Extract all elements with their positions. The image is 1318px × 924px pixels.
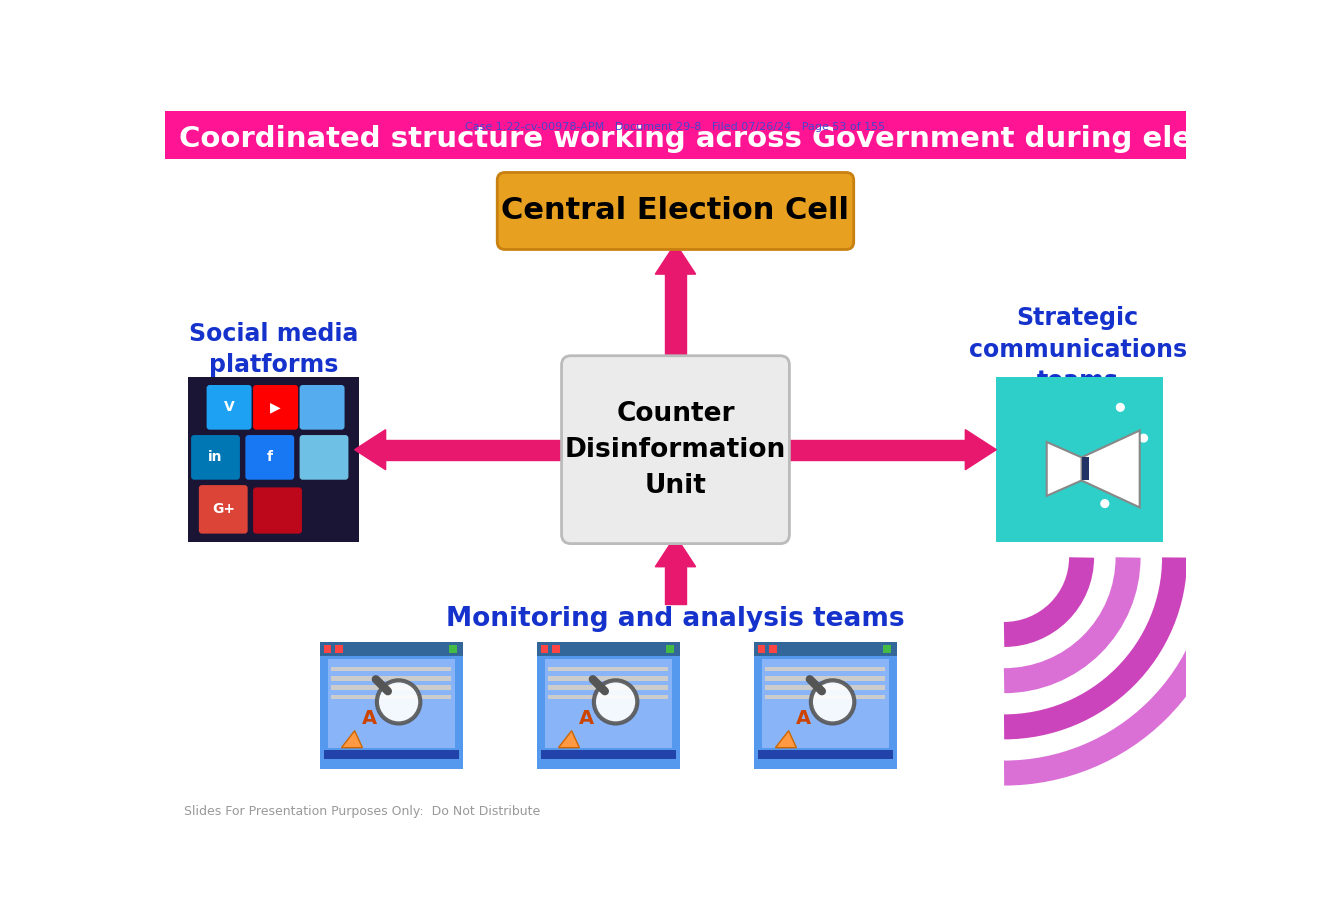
Text: Monitoring and analysis teams: Monitoring and analysis teams: [447, 606, 904, 632]
Text: Social media
platforms: Social media platforms: [188, 322, 358, 377]
Circle shape: [594, 680, 638, 723]
Bar: [547, 667, 668, 672]
Bar: [754, 642, 898, 769]
Text: ▶: ▶: [270, 400, 281, 414]
Bar: [758, 750, 894, 760]
FancyBboxPatch shape: [561, 356, 789, 543]
Text: Coordinated structure working across Government during elections: Coordinated structure working across Gov…: [179, 126, 1292, 153]
Bar: [327, 659, 456, 748]
Bar: [331, 686, 451, 690]
Polygon shape: [559, 731, 580, 748]
Polygon shape: [386, 440, 571, 460]
Bar: [331, 676, 451, 681]
Polygon shape: [655, 243, 696, 274]
Bar: [764, 667, 884, 672]
Polygon shape: [775, 731, 796, 748]
FancyBboxPatch shape: [207, 385, 252, 430]
Text: Case 1:22-cv-00978-APM   Document 29-8   Filed 07/26/24   Page 53 of 155: Case 1:22-cv-00978-APM Document 29-8 Fil…: [465, 122, 886, 131]
Polygon shape: [655, 536, 696, 566]
Bar: [188, 377, 358, 542]
Text: G+: G+: [212, 503, 235, 517]
Text: f: f: [266, 450, 273, 465]
FancyBboxPatch shape: [245, 435, 294, 480]
Polygon shape: [780, 440, 965, 460]
Circle shape: [1101, 500, 1108, 507]
Polygon shape: [341, 731, 362, 748]
Bar: [762, 659, 890, 748]
Bar: [540, 750, 676, 760]
Bar: [331, 667, 451, 672]
Bar: [165, 111, 1186, 159]
Bar: [544, 659, 672, 748]
Text: V: V: [224, 400, 235, 414]
Circle shape: [811, 680, 854, 723]
Text: Central Election Cell: Central Election Cell: [501, 197, 850, 225]
Bar: [449, 645, 457, 653]
FancyBboxPatch shape: [299, 385, 344, 430]
Text: Strategic
communications
teams: Strategic communications teams: [969, 306, 1186, 394]
Bar: [540, 645, 548, 653]
Bar: [754, 642, 898, 656]
Bar: [552, 645, 560, 653]
Bar: [764, 676, 884, 681]
Polygon shape: [355, 430, 386, 469]
Polygon shape: [1082, 431, 1140, 507]
FancyBboxPatch shape: [299, 435, 348, 480]
Bar: [335, 645, 343, 653]
Bar: [324, 750, 459, 760]
Circle shape: [1128, 480, 1136, 488]
Bar: [770, 645, 778, 653]
Bar: [536, 642, 680, 656]
Bar: [547, 686, 668, 690]
Circle shape: [1140, 434, 1148, 442]
Text: Counter
Disinformation
Unit: Counter Disinformation Unit: [565, 401, 786, 499]
Polygon shape: [1046, 442, 1082, 496]
FancyBboxPatch shape: [253, 488, 302, 534]
FancyBboxPatch shape: [497, 173, 854, 249]
Text: A: A: [362, 709, 377, 728]
FancyBboxPatch shape: [199, 485, 248, 534]
Bar: [883, 645, 891, 653]
FancyBboxPatch shape: [191, 435, 240, 480]
Text: in: in: [208, 450, 223, 465]
Bar: [331, 695, 451, 699]
Bar: [764, 695, 884, 699]
Bar: [320, 642, 463, 656]
Bar: [1082, 457, 1089, 480]
Bar: [536, 642, 680, 769]
Polygon shape: [666, 274, 685, 365]
Bar: [666, 645, 673, 653]
Polygon shape: [965, 430, 996, 469]
Bar: [320, 642, 463, 769]
Bar: [764, 686, 884, 690]
FancyBboxPatch shape: [253, 385, 298, 430]
Circle shape: [1116, 404, 1124, 411]
Bar: [547, 695, 668, 699]
Circle shape: [377, 680, 420, 723]
Bar: [547, 676, 668, 681]
Text: Slides For Presentation Purposes Only:  Do Not Distribute: Slides For Presentation Purposes Only: D…: [185, 805, 540, 818]
Bar: [324, 645, 331, 653]
Text: A: A: [796, 709, 812, 728]
Text: A: A: [580, 709, 594, 728]
Polygon shape: [666, 566, 685, 603]
Bar: [758, 645, 766, 653]
Bar: [996, 377, 1162, 542]
